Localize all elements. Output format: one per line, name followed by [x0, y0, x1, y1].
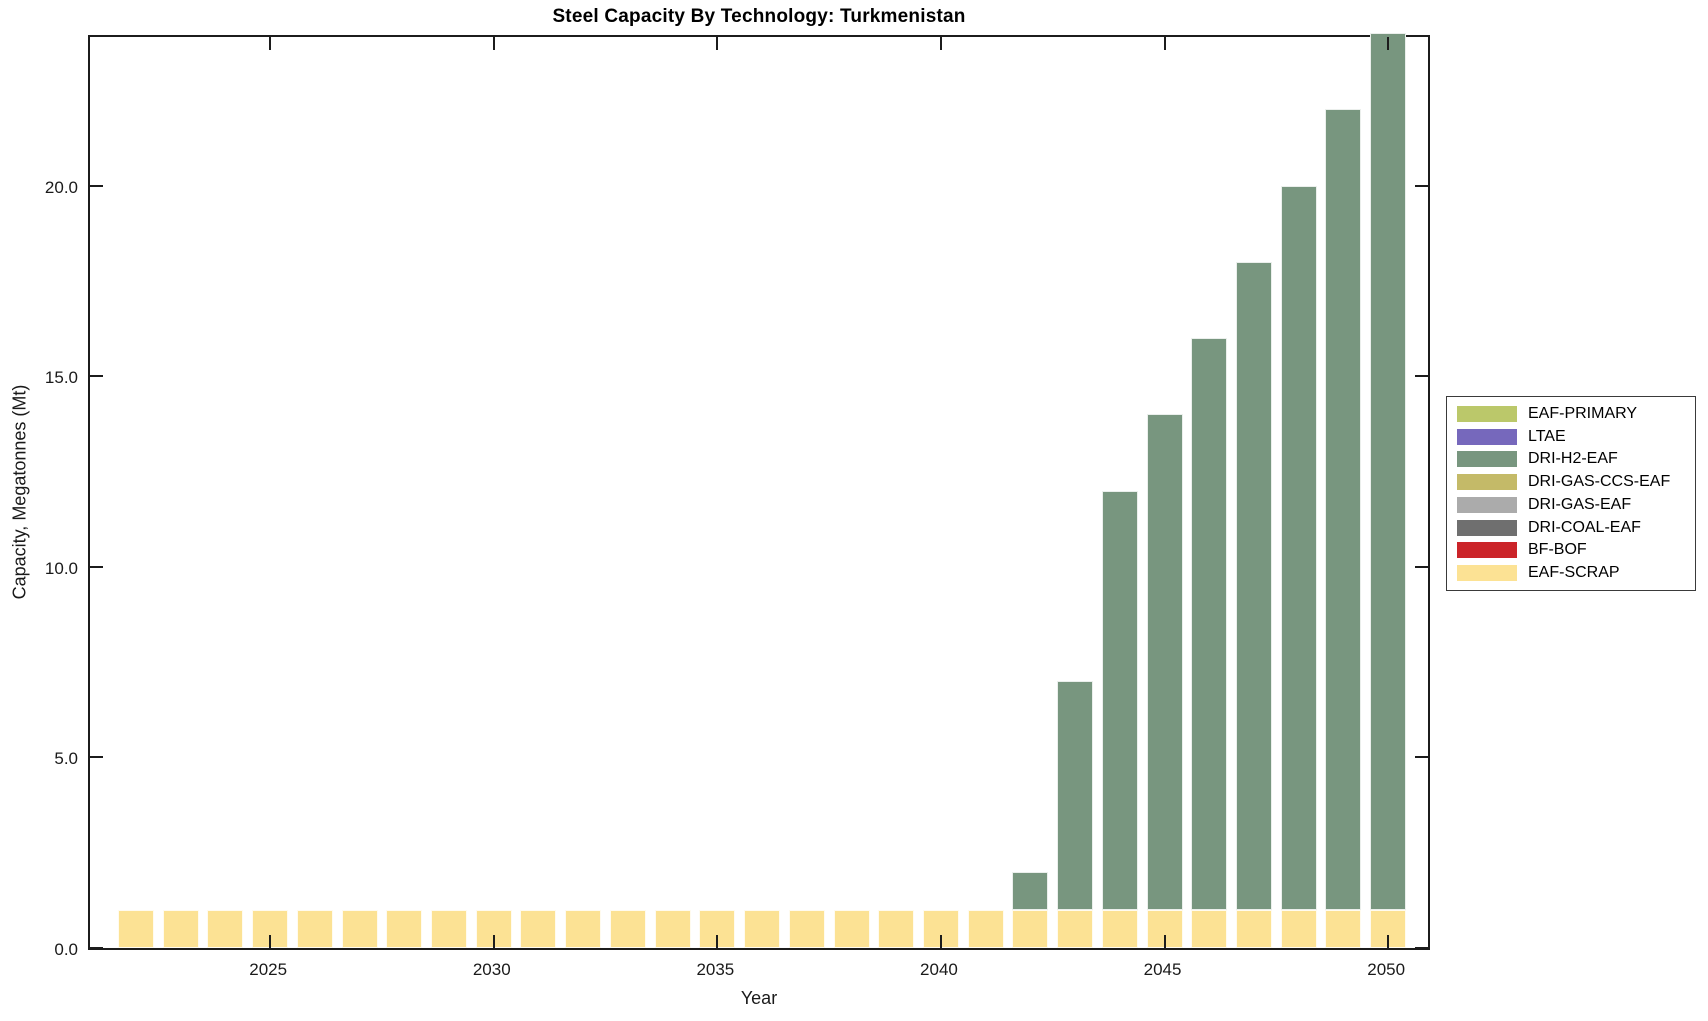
y-tick-label-20.0: 20.0 [44, 177, 78, 197]
bar-segment-eaf-scrap-2032 [565, 909, 602, 948]
legend-item-dri-h2-eaf: DRI-H2-EAF [1457, 450, 1685, 468]
legend-swatch-dri-gas-eaf [1457, 496, 1517, 513]
y-tick-right-0 [1415, 947, 1428, 949]
bar-segment-eaf-scrap-2028 [386, 909, 423, 948]
bar-segment-dri-h2-eaf-2049 [1325, 109, 1362, 910]
bar-segment-dri-h2-eaf-2044 [1101, 490, 1138, 910]
x-tick-top-2040 [939, 37, 942, 50]
x-tick-label-2030: 2030 [472, 960, 511, 979]
legend-item-dri-coal-eaf: DRI-COAL-EAF [1457, 519, 1685, 537]
bar-segment-dri-h2-eaf-2048 [1280, 185, 1317, 910]
bar-segment-eaf-scrap-2048 [1280, 909, 1317, 948]
legend-label: EAF-PRIMARY [1528, 405, 1638, 422]
y-tick-right-20 [1415, 184, 1428, 187]
y-tick-left-15 [90, 375, 103, 378]
legend-label: LTAE [1528, 427, 1566, 445]
bar-segment-eaf-scrap-2042 [1012, 909, 1049, 948]
bar-segment-eaf-scrap-2049 [1325, 909, 1362, 948]
y-tick-right-15 [1415, 375, 1428, 378]
bar-segment-eaf-scrap-2026 [296, 909, 333, 948]
x-tick-bottom-2050 [1387, 935, 1390, 948]
bar-segment-eaf-scrap-2027 [341, 909, 378, 948]
bar-segment-dri-h2-eaf-2047 [1236, 261, 1272, 910]
legend-label: DRI-COAL-EAF [1528, 518, 1641, 536]
x-tick-top-2035 [716, 37, 719, 50]
y-tick-label-0.0: 0.0 [54, 940, 78, 959]
chart-title: Steel Capacity By Technology: Turkmenist… [552, 6, 966, 27]
bar-segment-eaf-scrap-2044 [1101, 909, 1138, 948]
bar-segment-eaf-scrap-2033 [609, 909, 646, 948]
x-tick-top-2045 [1163, 37, 1166, 50]
legend-swatch-bf-bof [1457, 542, 1517, 559]
legend-label: BF-BOF [1528, 541, 1587, 559]
bar-segment-eaf-scrap-2023 [162, 909, 199, 948]
bar-segment-eaf-scrap-2046 [1191, 909, 1228, 948]
legend-item-eaf-primary: EAF-PRIMARY [1457, 405, 1685, 423]
legend-swatch-eaf-scrap [1457, 564, 1517, 581]
bar-segment-eaf-scrap-2043 [1057, 909, 1094, 948]
y-tick-right-5 [1415, 756, 1428, 759]
x-tick-top-2025 [269, 37, 272, 50]
x-tick-label-2045: 2045 [1143, 960, 1182, 979]
bar-segment-eaf-scrap-2039 [878, 909, 915, 948]
bar-segment-dri-h2-eaf-2045 [1146, 414, 1183, 910]
x-tick-bottom-2035 [716, 935, 719, 948]
legend-item-ltae: LTAE [1457, 428, 1685, 446]
legend-swatch-eaf-primary [1457, 406, 1517, 422]
x-tick-top-2030 [492, 37, 495, 50]
x-tick-label-2050: 2050 [1367, 960, 1406, 979]
x-tick-bottom-2030 [492, 935, 495, 948]
y-tick-label-5.0: 5.0 [54, 749, 78, 769]
y-tick-left-20 [90, 184, 103, 187]
legend-item-bf-bof: BF-BOF [1457, 541, 1685, 559]
bar-segment-eaf-scrap-2038 [833, 909, 870, 948]
legend-swatch-ltae [1457, 428, 1517, 445]
legend-swatch-dri-gas-ccs-eaf [1457, 474, 1517, 491]
legend-label: EAF-SCRAP [1528, 563, 1620, 581]
y-tick-right-10 [1415, 565, 1428, 568]
bar-segment-dri-h2-eaf-2042 [1012, 871, 1049, 910]
x-tick-label-2040: 2040 [920, 960, 958, 979]
legend-label: DRI-GAS-CCS-EAF [1528, 473, 1671, 491]
legend-label: DRI-GAS-EAF [1528, 495, 1632, 513]
x-tick-label-2035: 2035 [696, 960, 735, 979]
bar-segment-dri-h2-eaf-2046 [1191, 338, 1228, 910]
x-tick-bottom-2025 [269, 935, 272, 948]
y-tick-label-15.0: 15.0 [44, 368, 78, 388]
bar-segment-dri-h2-eaf-2043 [1057, 681, 1094, 910]
y-tick-left-5 [90, 756, 103, 759]
bar-segment-eaf-scrap-2024 [207, 909, 244, 948]
bar-segment-dri-h2-eaf-2050 [1370, 33, 1407, 910]
x-tick-bottom-2040 [939, 935, 942, 948]
bar-segment-eaf-scrap-2031 [520, 909, 557, 948]
bar-segment-eaf-scrap-2041 [967, 909, 1004, 948]
bar-segment-eaf-scrap-2022 [118, 909, 154, 948]
legend-item-dri-gas-eaf: DRI-GAS-EAF [1457, 496, 1685, 514]
legend-label: DRI-H2-EAF [1528, 450, 1618, 468]
x-axis-label: Year [740, 988, 778, 1008]
y-tick-left-0 [90, 947, 103, 949]
plot-area [88, 33, 1430, 950]
legend-item-dri-gas-ccs-eaf: DRI-GAS-CCS-EAF [1457, 473, 1685, 491]
x-tick-bottom-2045 [1163, 935, 1166, 948]
bar-segment-eaf-scrap-2037 [788, 909, 825, 948]
legend-swatch-dri-coal-eaf [1457, 519, 1517, 536]
legend-swatch-dri-h2-eaf [1457, 451, 1517, 468]
bar-segment-eaf-scrap-2029 [431, 909, 468, 948]
legend: EAF-PRIMARY LTAE DRI-H2-EAF DRI-GAS-CCS-EAF… [1446, 396, 1696, 591]
x-tick-top-2050 [1387, 37, 1390, 50]
bar-segment-eaf-scrap-2034 [654, 909, 691, 948]
y-tick-left-10 [90, 565, 103, 568]
legend-item-eaf-scrap: EAF-SCRAP [1457, 564, 1685, 582]
y-tick-label-10.0: 10.0 [44, 558, 78, 578]
x-tick-label-2025: 2025 [249, 960, 288, 979]
bar-segment-eaf-scrap-2036 [744, 909, 781, 948]
bar-segment-eaf-scrap-2047 [1236, 909, 1272, 948]
